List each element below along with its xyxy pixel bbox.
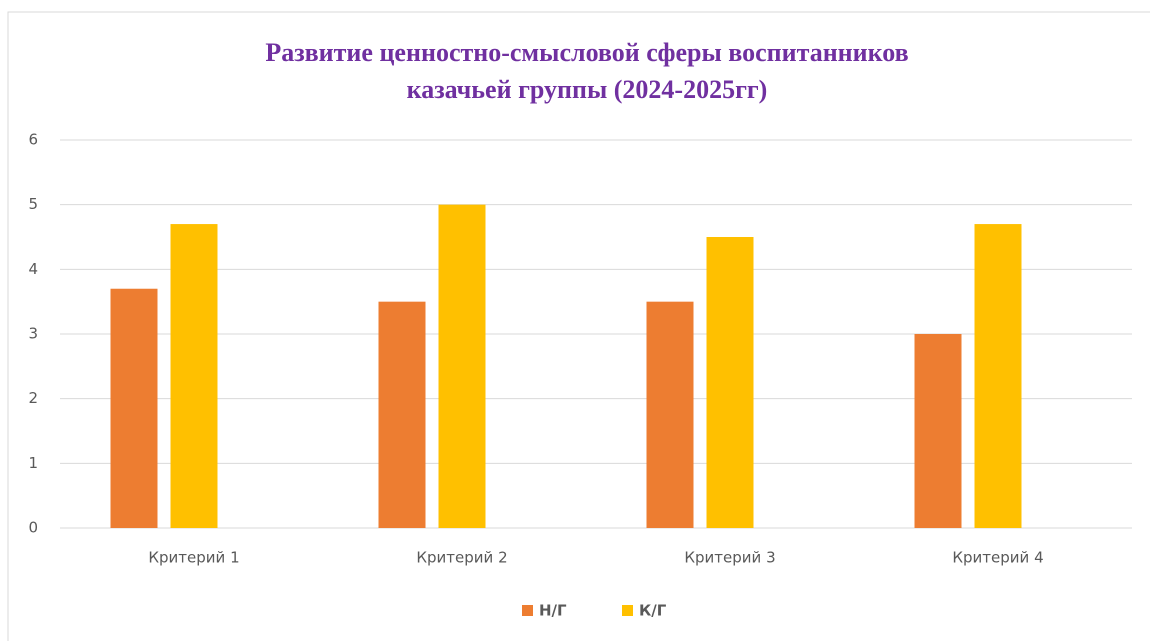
y-tick-label: 5 (28, 195, 38, 213)
y-tick-label: 2 (28, 389, 38, 407)
y-tick-label: 3 (28, 325, 38, 343)
y-tick-label: 0 (28, 519, 38, 537)
bar (110, 288, 158, 528)
bar (438, 204, 486, 528)
y-tick-label: 4 (28, 260, 38, 278)
bar (170, 224, 218, 529)
bar (914, 334, 962, 528)
x-tick-label: Критерий 3 (684, 549, 775, 567)
x-tick-label: Критерий 4 (952, 549, 1043, 567)
legend-label: К/Г (639, 602, 667, 620)
x-tick-label: Критерий 1 (148, 549, 239, 567)
chart-title: Развитие ценностно-смысловой сферы воспи… (265, 38, 908, 67)
legend-label: Н/Г (539, 602, 567, 620)
x-tick-label: Критерий 2 (416, 549, 507, 567)
bar (378, 301, 426, 528)
bar (646, 301, 694, 528)
bar (974, 224, 1022, 529)
legend-swatch (522, 605, 533, 616)
y-tick-label: 1 (28, 454, 38, 472)
bar (706, 237, 754, 528)
chart-title: казачьей группы (2024-2025гг) (407, 75, 768, 104)
legend-swatch (622, 605, 633, 616)
y-tick-label: 6 (28, 131, 38, 149)
